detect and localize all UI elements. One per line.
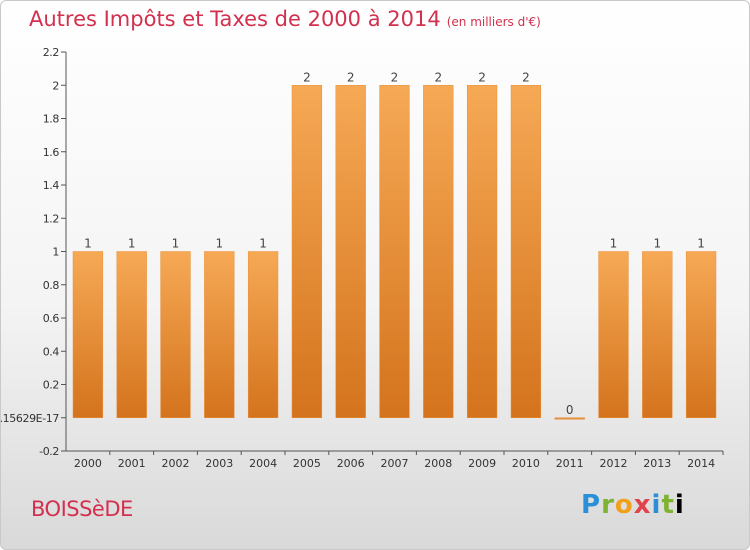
bar-2001[interactable] (116, 251, 147, 418)
x-tick-label: 2002 (162, 457, 190, 470)
data-label: 1 (172, 237, 180, 251)
bar-2003[interactable] (204, 251, 235, 418)
bar-2012[interactable] (598, 251, 629, 418)
data-label: 1 (259, 237, 267, 251)
y-tick-label: 0.2 (43, 379, 59, 392)
x-tick-label: 2007 (381, 457, 409, 470)
proxiti-logo[interactable]: Proxiti (581, 490, 685, 520)
data-label: 0 (566, 403, 574, 417)
bar-2000[interactable] (72, 251, 104, 418)
data-label: 2 (391, 70, 399, 84)
x-axis: 2000 2001 2002 2003 2004 2005 2006 2007 2008 2009… (66, 450, 724, 470)
x-tick-label: 2010 (512, 457, 540, 470)
y-tick-label: 1.2 (43, 212, 59, 225)
x-tick-label: 2000 (74, 457, 102, 470)
y-tick-label: -0.2 (39, 445, 59, 458)
proxiti-logo-letter: i (651, 490, 662, 520)
data-label: 1 (215, 237, 223, 251)
y-tick-label: 0.4 (43, 345, 60, 358)
y-tick-label: 1.6 (43, 146, 60, 159)
data-label: 2 (522, 70, 530, 84)
y-tick-label: 1 (52, 246, 59, 259)
proxiti-logo-letter: r (601, 490, 615, 520)
data-label: 1 (697, 237, 705, 251)
bar-2002[interactable] (160, 251, 191, 418)
x-tick-label: 2003 (205, 457, 233, 470)
chart-title: Autres Impôts et Taxes de 2000 à 2014 (29, 7, 441, 31)
proxiti-logo-letter: x (633, 490, 652, 520)
proxiti-logo-letter: i (674, 490, 685, 520)
data-label: 2 (347, 70, 355, 84)
bar-2010[interactable] (510, 85, 542, 418)
proxiti-logo-letter: t (661, 490, 675, 520)
y-tick-label: 0.6 (43, 312, 60, 325)
x-tick-label: 2001 (118, 457, 146, 470)
y-tick-label: 2.2 (43, 46, 59, 59)
x-tick-label: 2011 (556, 457, 584, 470)
data-label: 1 (84, 237, 92, 251)
chart-unit: (en milliers d'€) (446, 15, 541, 29)
bar-2006[interactable] (335, 85, 366, 418)
bar-2008[interactable] (423, 85, 454, 418)
x-tick-label: 2013 (643, 457, 671, 470)
x-tick-label: 2009 (468, 457, 496, 470)
y-axis: -0.2 -1.15629E-17 0.2 0.4 0.6 0.8 1 1.2 1.4 1.6 1.… (1, 46, 67, 458)
bar-2009[interactable] (466, 85, 498, 418)
chart-title-block: Autres Impôts et Taxes de 2000 à 2014 (en… (29, 7, 541, 31)
x-tick-label: 2014 (687, 457, 715, 470)
proxiti-logo-letter: o (614, 490, 634, 520)
bars (72, 85, 717, 420)
data-label: 1 (128, 237, 136, 251)
bar-2013[interactable] (642, 251, 673, 418)
data-label: 1 (610, 237, 618, 251)
y-tick-label: 1.4 (43, 179, 60, 192)
data-labels: 1 1 1 1 1 2 2 2 2 2 2 0 1 1 1 (84, 70, 705, 417)
x-tick-label: 2006 (337, 457, 365, 470)
bar-2004[interactable] (247, 251, 279, 418)
x-tick-label: 2012 (600, 457, 628, 470)
y-tick-label: 0.8 (43, 279, 60, 292)
y-tick-label: 2 (52, 79, 59, 92)
bar-2014[interactable] (685, 251, 717, 418)
bar-2007[interactable] (379, 85, 410, 418)
x-tick-label: 2005 (293, 457, 321, 470)
data-label: 2 (478, 70, 486, 84)
x-tick-label: 2004 (249, 457, 277, 470)
x-tick-label: 2008 (424, 457, 452, 470)
data-label: 2 (434, 70, 442, 84)
proxiti-logo-letter: P (581, 490, 602, 520)
bar-2005[interactable] (291, 85, 323, 418)
bar-2011[interactable] (554, 417, 585, 420)
y-tick-label: -1.15629E-17 (1, 412, 59, 425)
data-label: 1 (653, 237, 661, 251)
commune-name: BOISSèDE (31, 497, 133, 521)
y-tick-label: 1.8 (43, 113, 60, 126)
data-label: 2 (303, 70, 311, 84)
